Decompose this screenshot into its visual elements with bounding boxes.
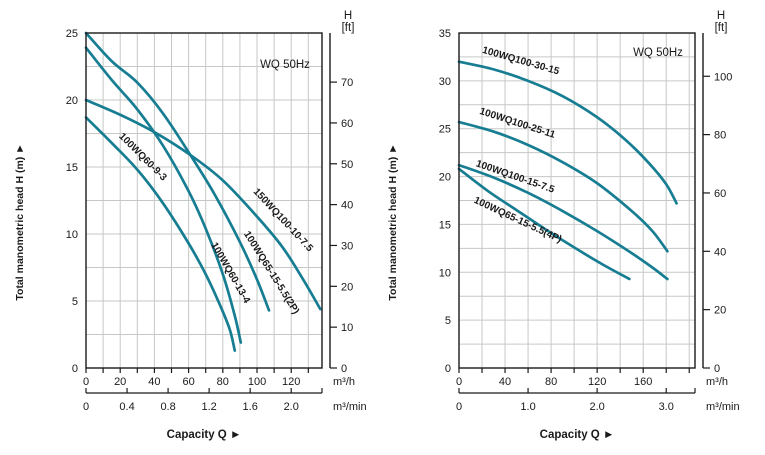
ft-tick-label: 20 bbox=[714, 305, 726, 317]
ft-tick-label: 10 bbox=[341, 322, 353, 334]
mmin-tick-label: 2.0 bbox=[284, 401, 299, 413]
y-tick-label: 5 bbox=[72, 296, 78, 308]
curve-label-100WQ100-30-15: 100WQ100-30-15 bbox=[481, 45, 561, 78]
curve-label-100WQ65-15-5.5(2P): 100WQ65-15-5.5(2P) bbox=[241, 229, 301, 316]
curve-100WQ60-13-4 bbox=[84, 46, 243, 344]
curve-100WQ100-30-15 bbox=[457, 60, 678, 205]
ft-axis-title-ft: [ft] bbox=[342, 22, 355, 34]
x-tick-label: 120 bbox=[282, 376, 300, 388]
chart-canvas: 0 20 40 60 80 100 120 m³/h051015202501020304050… bbox=[14, 10, 367, 441]
mmin-tick-label: 1.6 bbox=[243, 401, 258, 413]
x-unit-m3min: m³/min bbox=[333, 401, 367, 413]
ft-axis-title-h: H bbox=[344, 10, 352, 22]
y-tick-label: 15 bbox=[66, 162, 78, 174]
ft-tick-label: 20 bbox=[341, 281, 353, 293]
ft-tick-label: 60 bbox=[341, 118, 353, 130]
ft-tick-label: 40 bbox=[714, 246, 726, 258]
mmin-tick-label: 0.8 bbox=[160, 401, 175, 413]
y-axis-title: Total manometric head H (m) ► bbox=[14, 143, 26, 300]
mmin-tick-label: 3.0 bbox=[659, 401, 674, 413]
curve-100WQ100-25-11 bbox=[457, 120, 669, 253]
y-axis-title: Total manometric head H (m) ► bbox=[387, 143, 399, 300]
mmin-tick-label: 0 bbox=[456, 401, 462, 413]
y-tick-label: 20 bbox=[66, 95, 78, 107]
x-tick-label: 0 bbox=[83, 376, 89, 388]
x-axis-title: Capacity Q ► bbox=[167, 429, 242, 441]
x-tick-label: 80 bbox=[545, 376, 557, 388]
curve-100WQ65-15-5.5(4P) bbox=[457, 167, 631, 281]
x-tick-label: 40 bbox=[148, 376, 160, 388]
ft-tick-label: 100 bbox=[714, 71, 732, 83]
y-tick-label: 35 bbox=[439, 28, 451, 40]
ft-tick-label: 50 bbox=[341, 159, 353, 171]
plot-border bbox=[85, 32, 323, 369]
plot-border bbox=[458, 32, 696, 369]
y-tick-label: 15 bbox=[439, 219, 451, 231]
x-unit-m3h: m³/h bbox=[333, 376, 355, 388]
mmin-tick-label: 0 bbox=[83, 401, 89, 413]
x-tick-label: 0 bbox=[456, 376, 462, 388]
x-unit-m3h: m³/h bbox=[706, 376, 728, 388]
x-unit-m3min: m³/min bbox=[706, 401, 740, 413]
x-tick-label: 40 bbox=[499, 376, 511, 388]
mmin-tick-label: 0.4 bbox=[119, 401, 134, 413]
y-tick-label: 25 bbox=[66, 28, 78, 40]
frequency-badge: WQ 50Hz bbox=[260, 59, 310, 71]
mmin-tick-label: 2.0 bbox=[589, 401, 604, 413]
curve-label-100WQ100-25-11: 100WQ100-25-11 bbox=[478, 106, 557, 141]
y-tick-label: 10 bbox=[66, 229, 78, 241]
x-tick-label: 100 bbox=[248, 376, 266, 388]
x-tick-label: 120 bbox=[588, 376, 606, 388]
x-axis-title: Capacity Q ► bbox=[540, 429, 615, 441]
x-tick-label: 160 bbox=[634, 376, 652, 388]
curve-100WQ100-15-7.5 bbox=[457, 163, 669, 281]
pump-curve-chart-right: 0 40 80 120 160 m³/h 0 5 10 15 20 25 30 35 0 20 40 60 80 10… bbox=[373, 0, 765, 450]
ft-tick-label: 60 bbox=[714, 188, 726, 200]
pump-curve-chart-left: 0 20 40 60 80 100 120 m³/h 0 5 10 15 20 25 0 10 20 30 40 50… bbox=[0, 0, 373, 450]
x-tick-label: 60 bbox=[182, 376, 194, 388]
x-tick-label: 80 bbox=[217, 376, 229, 388]
x-tick-label: 20 bbox=[114, 376, 126, 388]
ft-axis-title-ft: [ft] bbox=[715, 22, 728, 34]
frequency-badge: WQ 50Hz bbox=[633, 47, 683, 59]
ft-tick-label: 30 bbox=[341, 240, 353, 252]
mmin-tick-label: 1.0 bbox=[520, 401, 535, 413]
ft-tick-label: 80 bbox=[714, 130, 726, 142]
ft-tick-label: 70 bbox=[341, 77, 353, 89]
ft-tick-label: 0 bbox=[714, 363, 720, 375]
ft-axis-title-h: H bbox=[717, 10, 725, 22]
ft-tick-label: 40 bbox=[341, 200, 353, 212]
ft-tick-label: 0 bbox=[341, 363, 347, 375]
y-tick-label: 0 bbox=[445, 363, 451, 375]
y-tick-label: 5 bbox=[445, 315, 451, 327]
y-tick-label: 10 bbox=[439, 267, 451, 279]
mmin-tick-label: 1.2 bbox=[201, 401, 216, 413]
y-tick-label: 30 bbox=[439, 76, 451, 88]
y-tick-label: 0 bbox=[72, 363, 78, 375]
chart-canvas: 0 40 80 120 160 m³/h0510152025303502040608010… bbox=[387, 10, 740, 441]
y-tick-label: 25 bbox=[439, 124, 451, 136]
curve-100WQ60-9-3 bbox=[84, 116, 237, 352]
curve-150WQ100-10-7.5 bbox=[84, 98, 322, 311]
y-tick-label: 20 bbox=[439, 172, 451, 184]
